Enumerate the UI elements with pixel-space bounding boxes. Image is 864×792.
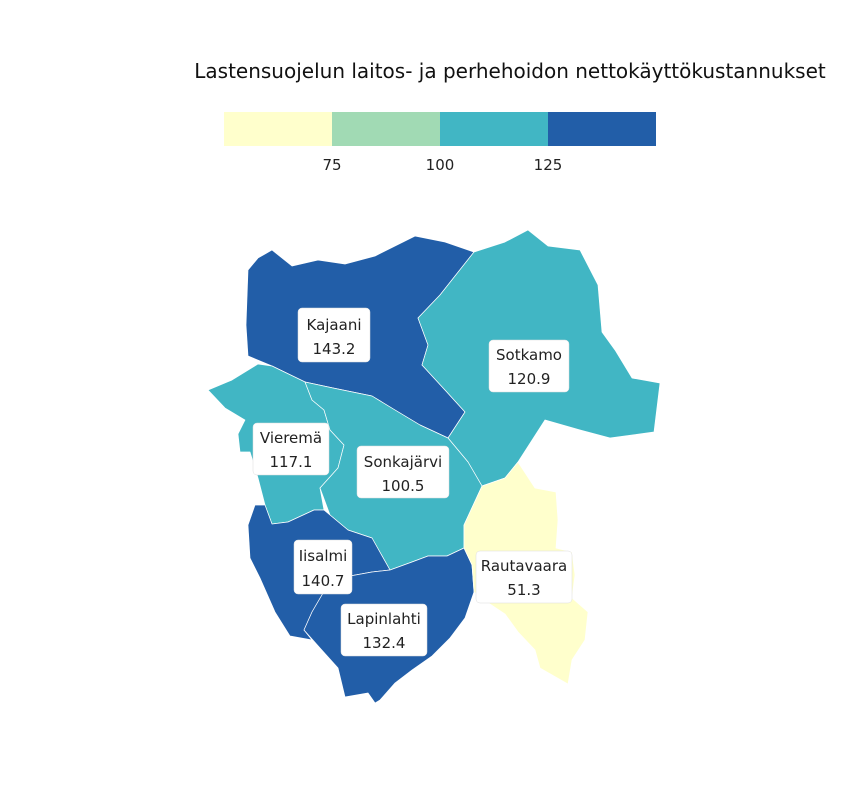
label-iisalmi-value: 140.7 bbox=[302, 572, 345, 590]
label-lapinlahti: Lapinlahti 132.4 bbox=[340, 603, 428, 657]
label-kajaani-value: 143.2 bbox=[313, 340, 356, 358]
legend-tick-100: 100 bbox=[426, 156, 455, 174]
legend-swatch-1 bbox=[224, 112, 332, 146]
label-kajaani: Kajaani 143.2 bbox=[297, 307, 371, 363]
label-sonkajarvi-value: 100.5 bbox=[382, 477, 425, 495]
legend-tick-75: 75 bbox=[322, 156, 341, 174]
label-sonkajarvi-name: Sonkajärvi bbox=[364, 453, 442, 471]
legend-swatch-2 bbox=[332, 112, 440, 146]
label-sotkamo: Sotkamo 120.9 bbox=[488, 339, 570, 393]
label-vierema: Vieremä 117.1 bbox=[252, 422, 330, 476]
region-labels: Kajaani 143.2 Sotkamo 120.9 Vieremä 117.… bbox=[252, 307, 573, 657]
label-sotkamo-name: Sotkamo bbox=[496, 346, 562, 364]
map-title: Lastensuojelun laitos- ja perhehoidon ne… bbox=[194, 59, 826, 83]
legend-swatch-3 bbox=[440, 112, 548, 146]
label-vierema-name: Vieremä bbox=[260, 429, 322, 447]
label-rautavaara-value: 51.3 bbox=[507, 581, 540, 599]
label-lapinlahti-name: Lapinlahti bbox=[347, 610, 421, 628]
label-iisalmi: Iisalmi 140.7 bbox=[293, 539, 353, 595]
label-lapinlahti-value: 132.4 bbox=[363, 634, 406, 652]
label-sonkajarvi: Sonkajärvi 100.5 bbox=[356, 445, 450, 499]
label-rautavaara-name: Rautavaara bbox=[481, 557, 567, 575]
legend-tick-125: 125 bbox=[534, 156, 563, 174]
legend: 75 100 125 bbox=[224, 112, 656, 174]
label-vierema-value: 117.1 bbox=[270, 453, 313, 471]
label-sotkamo-value: 120.9 bbox=[508, 370, 551, 388]
label-kajaani-name: Kajaani bbox=[307, 316, 362, 334]
legend-swatch-4 bbox=[548, 112, 656, 146]
label-rautavaara: Rautavaara 51.3 bbox=[475, 550, 573, 604]
label-iisalmi-name: Iisalmi bbox=[299, 547, 348, 565]
